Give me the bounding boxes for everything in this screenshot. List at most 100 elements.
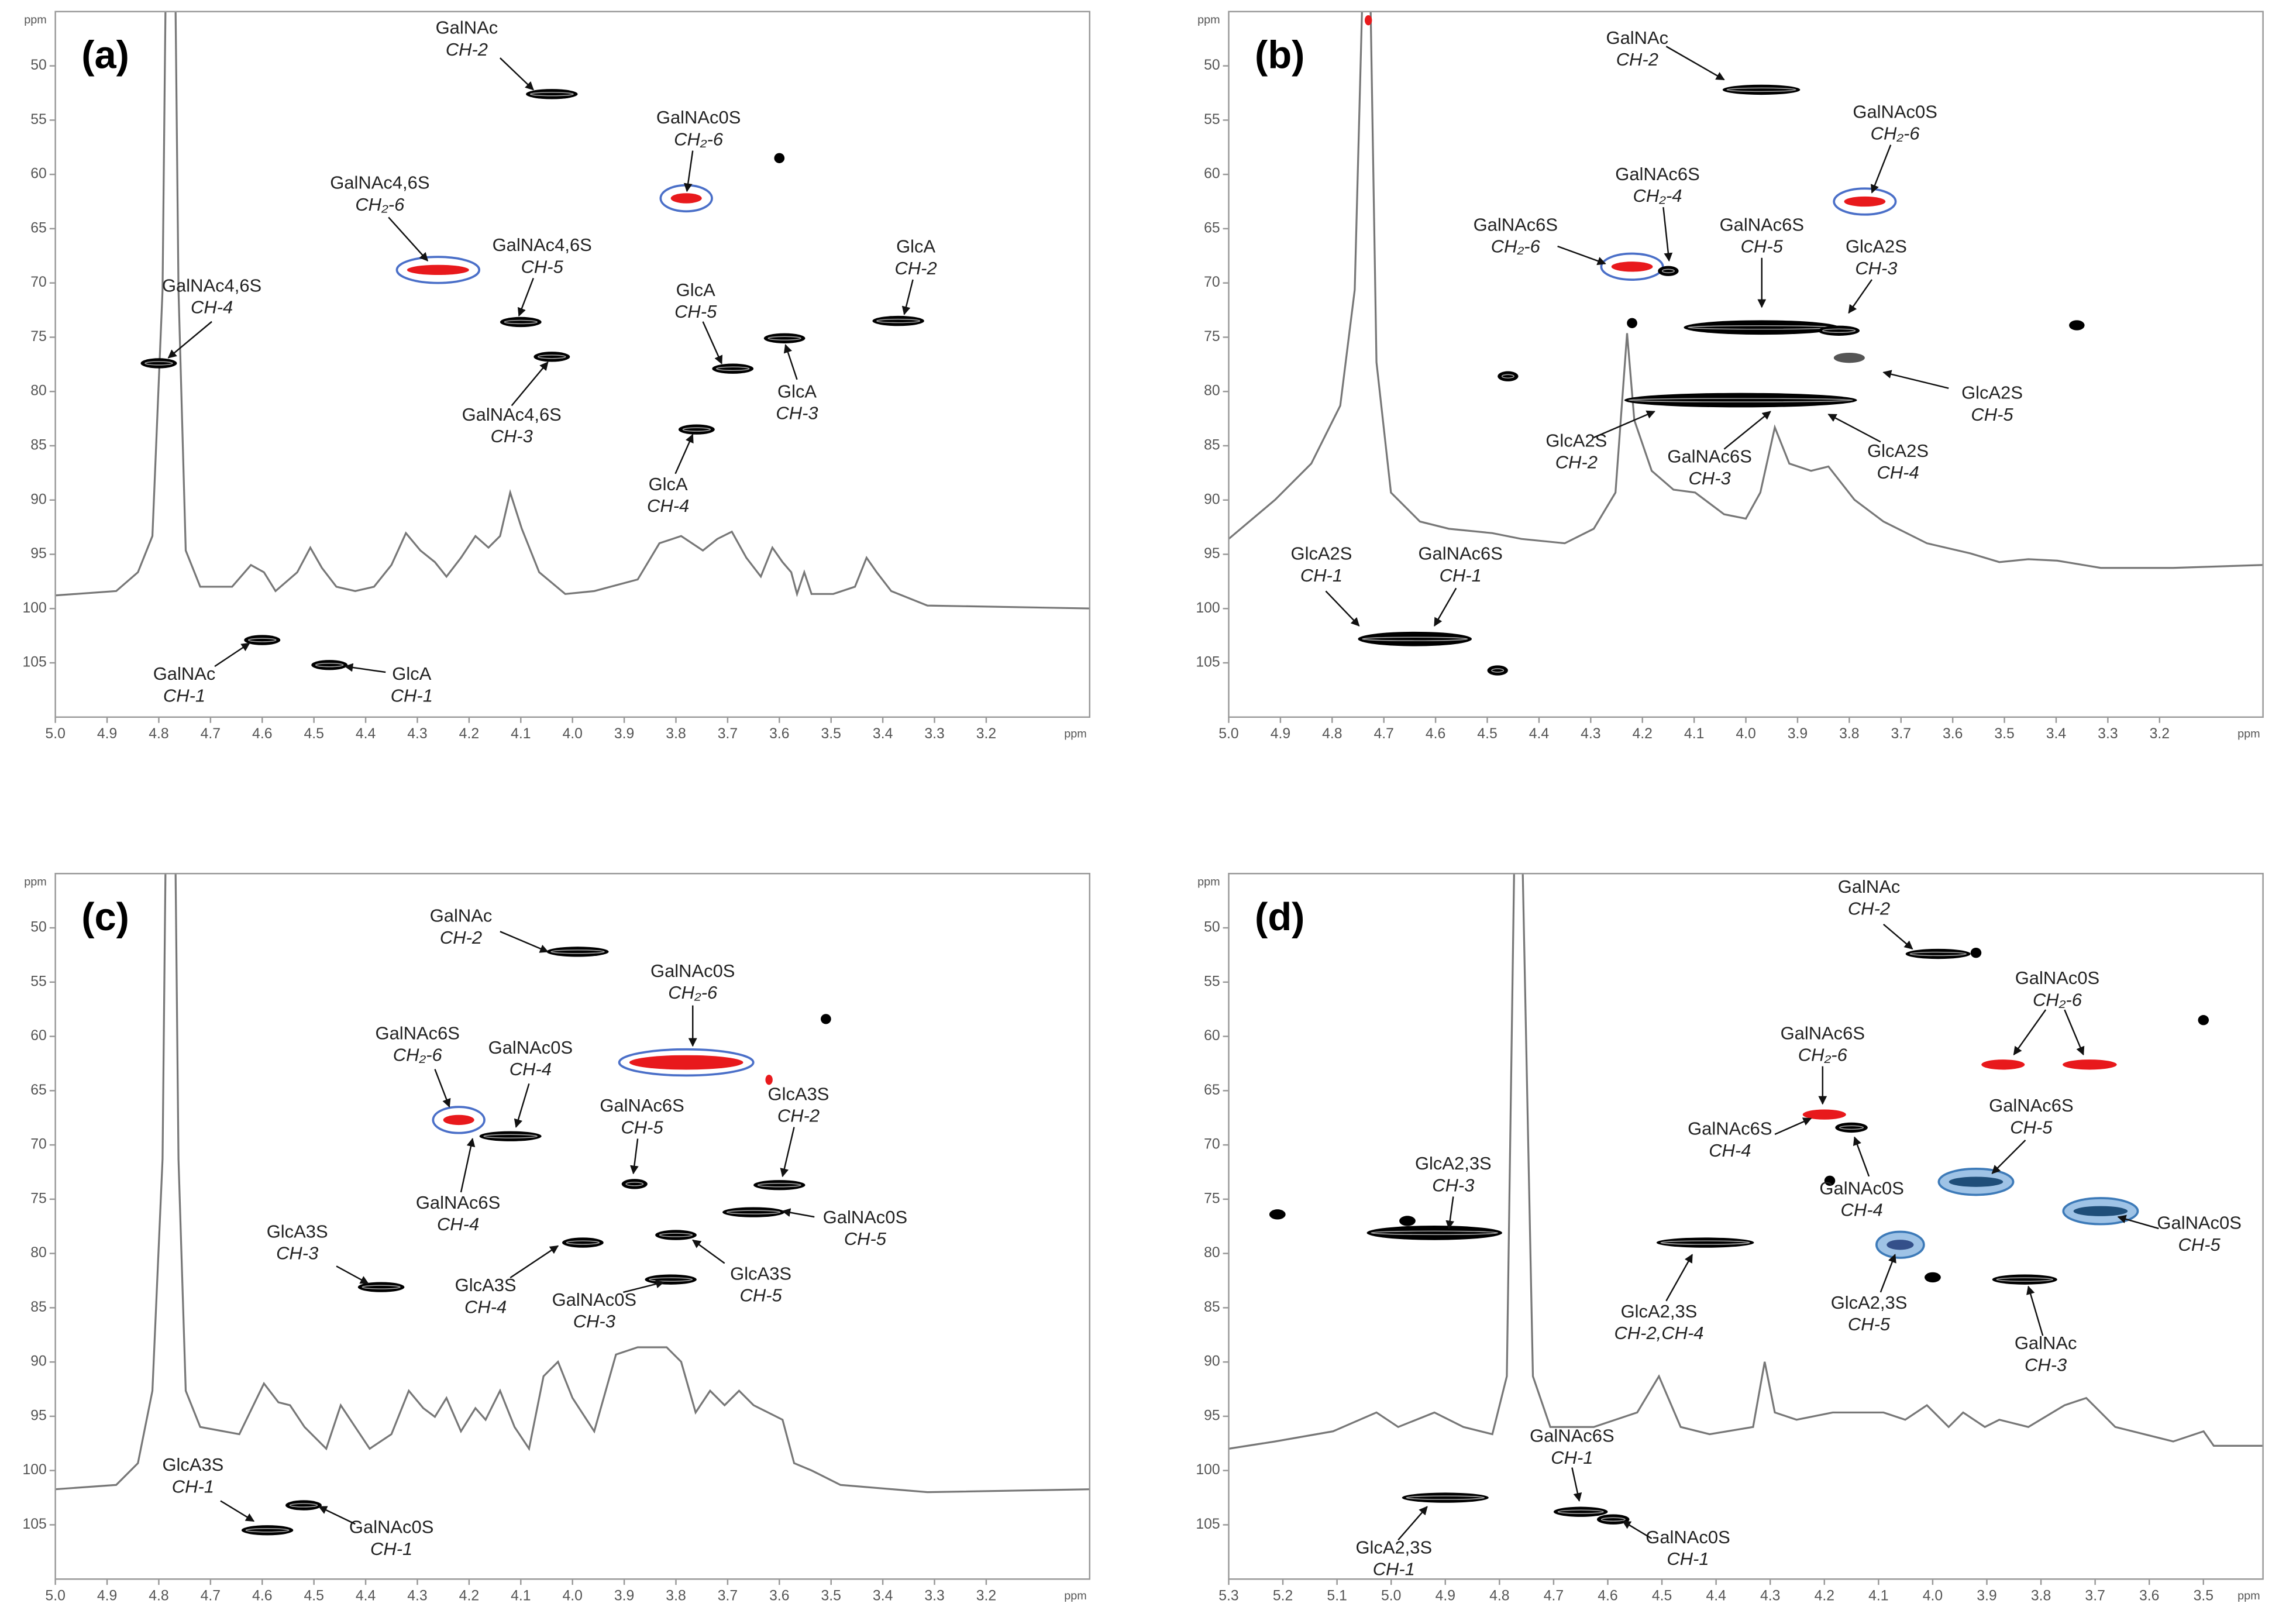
peak-contour xyxy=(289,1503,318,1508)
cross-peak xyxy=(1824,1175,1836,1186)
peak-annotation: GalNAc6S xyxy=(416,1192,500,1213)
peak-annotation: CH-3 xyxy=(1855,258,1897,278)
annotation-arrow xyxy=(901,279,914,315)
peak-annotation: CH-4 xyxy=(647,496,689,516)
plot-frame xyxy=(1228,11,2264,718)
x-tick-label: 3.2 xyxy=(2150,726,2170,742)
cross-peak xyxy=(1844,196,1886,207)
peak-contour xyxy=(757,1183,801,1188)
y-tick-label: 95 xyxy=(1204,1408,1220,1423)
annotation-arrow xyxy=(1883,923,1913,949)
y-tick-label: 75 xyxy=(1204,1191,1220,1206)
peak-annotation: CH-4 xyxy=(437,1214,479,1234)
cross-peak xyxy=(407,264,469,276)
annotation-arrow xyxy=(623,1279,665,1293)
x-tick-label: 5.2 xyxy=(1273,1588,1293,1604)
peak-contour xyxy=(144,361,173,366)
cross-peak xyxy=(1905,948,1971,959)
peak-annotation: CH-1 xyxy=(1551,1447,1593,1468)
y-tick-label: 80 xyxy=(1204,383,1220,399)
x-tick-label: 3.7 xyxy=(718,1588,738,1604)
cross-peak xyxy=(1498,371,1519,381)
annotation-arrow xyxy=(1774,1117,1812,1136)
y-tick-label: 85 xyxy=(1204,1299,1220,1315)
x-axis-label: ppm xyxy=(2237,728,2260,741)
annotation-arrow xyxy=(702,321,723,364)
cross-peak xyxy=(774,153,785,163)
cross-peak xyxy=(821,1014,831,1024)
annotation-arrow xyxy=(1593,410,1655,438)
cross-peak xyxy=(1981,1059,2025,1070)
annotation-arrow xyxy=(1882,370,1949,389)
peak-annotation: CH-4 xyxy=(510,1059,552,1079)
peak-contour xyxy=(1628,398,1853,402)
annotation-arrow xyxy=(674,433,694,474)
x-tick-label: 3.9 xyxy=(1788,726,1808,742)
x-tick-label: 4.1 xyxy=(1684,726,1704,742)
cross-peak xyxy=(500,316,542,328)
x-tick-label: 4.3 xyxy=(407,1588,427,1604)
x-tick-label: 3.4 xyxy=(2046,726,2067,742)
annotation-arrow xyxy=(510,1245,559,1279)
plot-frame xyxy=(1228,873,2264,1580)
peak-annotation: GlcA2S xyxy=(1867,441,1929,461)
peak-annotation: CH-4 xyxy=(1709,1140,1751,1161)
cross-peak xyxy=(753,1180,805,1191)
x-axis-label: ppm xyxy=(1064,1589,1087,1602)
x-tick-label: 4.9 xyxy=(1436,1588,1455,1604)
peak-annotation: GlcA3S xyxy=(768,1083,829,1104)
cross-peak xyxy=(562,1237,604,1248)
peak-contour xyxy=(1491,668,1505,673)
cross-peak xyxy=(244,635,281,645)
y-tick-label: 75 xyxy=(1204,329,1220,345)
x-tick-label: 5.0 xyxy=(1218,726,1238,742)
cross-peak xyxy=(140,358,177,369)
annotation-arrow xyxy=(1870,144,1892,194)
cross-peak xyxy=(2073,1206,2128,1216)
peak-annotation: CH-1 xyxy=(370,1539,412,1559)
peak-annotation: CH₂-6 xyxy=(355,194,405,215)
annotation-arrow xyxy=(1445,1196,1455,1230)
x-tick-label: 4.0 xyxy=(562,726,582,742)
y-tick-label: 100 xyxy=(22,1462,46,1478)
annotation-arrow xyxy=(434,1069,451,1108)
peak-annotation: GalNAc6S xyxy=(1989,1095,2073,1116)
x-tick-label: 4.0 xyxy=(1736,726,1755,742)
y-tick-label: 80 xyxy=(30,1245,47,1261)
peak-annotation: GlcA2,3S xyxy=(1621,1301,1698,1322)
peak-annotation: CH-2,CH-4 xyxy=(1614,1323,1703,1343)
y-tick-label: 60 xyxy=(1204,1028,1220,1044)
cross-peak xyxy=(533,352,570,362)
y-tick-label: 80 xyxy=(30,383,47,399)
peak-annotation: GlcA2,3S xyxy=(1415,1153,1492,1174)
peak-annotation: GalNAc6S xyxy=(1667,446,1751,467)
x-tick-label: 4.8 xyxy=(1322,726,1342,742)
y-axis-label: ppm xyxy=(24,13,47,26)
x-tick-label: 4.3 xyxy=(1760,1588,1780,1604)
x-tick-label: 4.4 xyxy=(356,1588,376,1604)
cross-peak xyxy=(670,193,702,204)
x-tick-label: 4.2 xyxy=(459,1588,479,1604)
x-tick-label: 4.3 xyxy=(1581,726,1600,742)
peak-annotation: GalNAc0S xyxy=(1646,1527,1730,1547)
spectrum-trace xyxy=(55,11,1090,610)
peak-annotation: GalNAc6S xyxy=(1781,1023,1865,1043)
y-tick-label: 50 xyxy=(1204,57,1220,73)
peak-highlight xyxy=(1833,187,1897,216)
x-tick-label: 4.7 xyxy=(201,1588,221,1604)
x-tick-label: 3.3 xyxy=(924,1588,944,1604)
peak-annotation: CH-2 xyxy=(1848,898,1890,918)
x-tick-label: 4.9 xyxy=(97,726,117,742)
cross-peak xyxy=(1818,325,1860,336)
peak-annotation: GalNAc xyxy=(2015,1333,2077,1353)
peak-contour xyxy=(245,1528,290,1533)
y-tick-label: 75 xyxy=(30,329,47,345)
cross-peak xyxy=(1627,318,1637,328)
x-tick-label: 4.8 xyxy=(149,726,168,742)
peak-annotation: GalNAc6S xyxy=(1530,1426,1614,1446)
x-tick-label: 5.3 xyxy=(1218,1588,1238,1604)
annotation-arrow xyxy=(1848,279,1873,314)
x-tick-label: 4.5 xyxy=(1652,1588,1672,1604)
annotation-arrow xyxy=(1665,46,1725,81)
